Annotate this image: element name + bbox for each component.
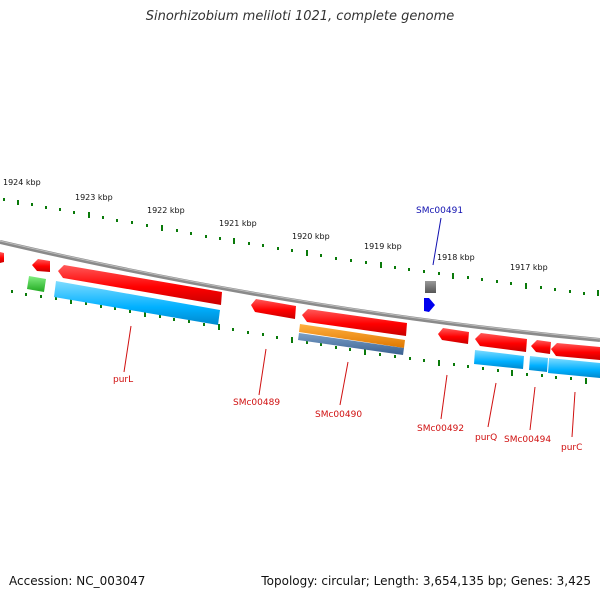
inner-tick-row bbox=[11, 290, 587, 384]
scale-label: 1919 kbp bbox=[364, 242, 402, 251]
scale-label: 1918 kbp bbox=[437, 253, 475, 262]
gene-feature[interactable] bbox=[302, 309, 407, 336]
gene-feature[interactable] bbox=[54, 281, 220, 325]
gene-label: purQ bbox=[475, 433, 497, 443]
gene-feature[interactable] bbox=[298, 333, 404, 355]
gene-feature[interactable] bbox=[438, 328, 469, 344]
scale-label: 1921 kbp bbox=[219, 219, 257, 228]
gene-feature[interactable] bbox=[425, 281, 436, 293]
genome-backbone bbox=[0, 240, 600, 342]
gene-feature[interactable] bbox=[548, 358, 600, 378]
gene-feature[interactable] bbox=[58, 265, 222, 305]
gene-feature[interactable] bbox=[424, 298, 435, 312]
gene-label: SMc00491 bbox=[416, 206, 463, 216]
gene-feature[interactable] bbox=[0, 252, 4, 263]
gene-feature[interactable] bbox=[529, 356, 548, 372]
gene-label: SMc00490 bbox=[315, 410, 362, 420]
scale-label: 1924 kbp bbox=[3, 178, 41, 187]
scale-label: 1920 kbp bbox=[292, 232, 330, 241]
gene-feature[interactable] bbox=[251, 299, 296, 319]
gene-label: SMc00489 bbox=[233, 398, 280, 408]
gene-feature[interactable] bbox=[531, 340, 551, 354]
gene-feature[interactable] bbox=[551, 343, 600, 360]
gene-label: purL bbox=[113, 375, 133, 385]
gene-label: SMc00494 bbox=[504, 435, 551, 445]
gene-feature[interactable] bbox=[27, 276, 46, 292]
diagram-title: Sinorhizobium meliloti 1021, complete ge… bbox=[145, 9, 455, 24]
gene-track-lower bbox=[27, 276, 600, 378]
gene-feature[interactable] bbox=[475, 333, 527, 352]
scale-label: 1917 kbp bbox=[510, 263, 548, 272]
scale-label: 1922 kbp bbox=[147, 206, 185, 215]
gene-feature[interactable] bbox=[299, 324, 405, 348]
label-leader-lines bbox=[123, 217, 576, 438]
genome-summary: Topology: circular; Length: 3,654,135 bp… bbox=[261, 574, 591, 588]
gene-feature[interactable] bbox=[32, 259, 50, 272]
outer-tick-row bbox=[3, 198, 599, 296]
gene-track-upper bbox=[0, 252, 600, 360]
accession-label: Accession: NC_003047 bbox=[9, 574, 146, 588]
gene-label: purC bbox=[561, 443, 582, 453]
scale-label: 1923 kbp bbox=[75, 193, 113, 202]
gene-label: SMc00492 bbox=[417, 424, 464, 434]
gene-feature[interactable] bbox=[474, 350, 524, 369]
